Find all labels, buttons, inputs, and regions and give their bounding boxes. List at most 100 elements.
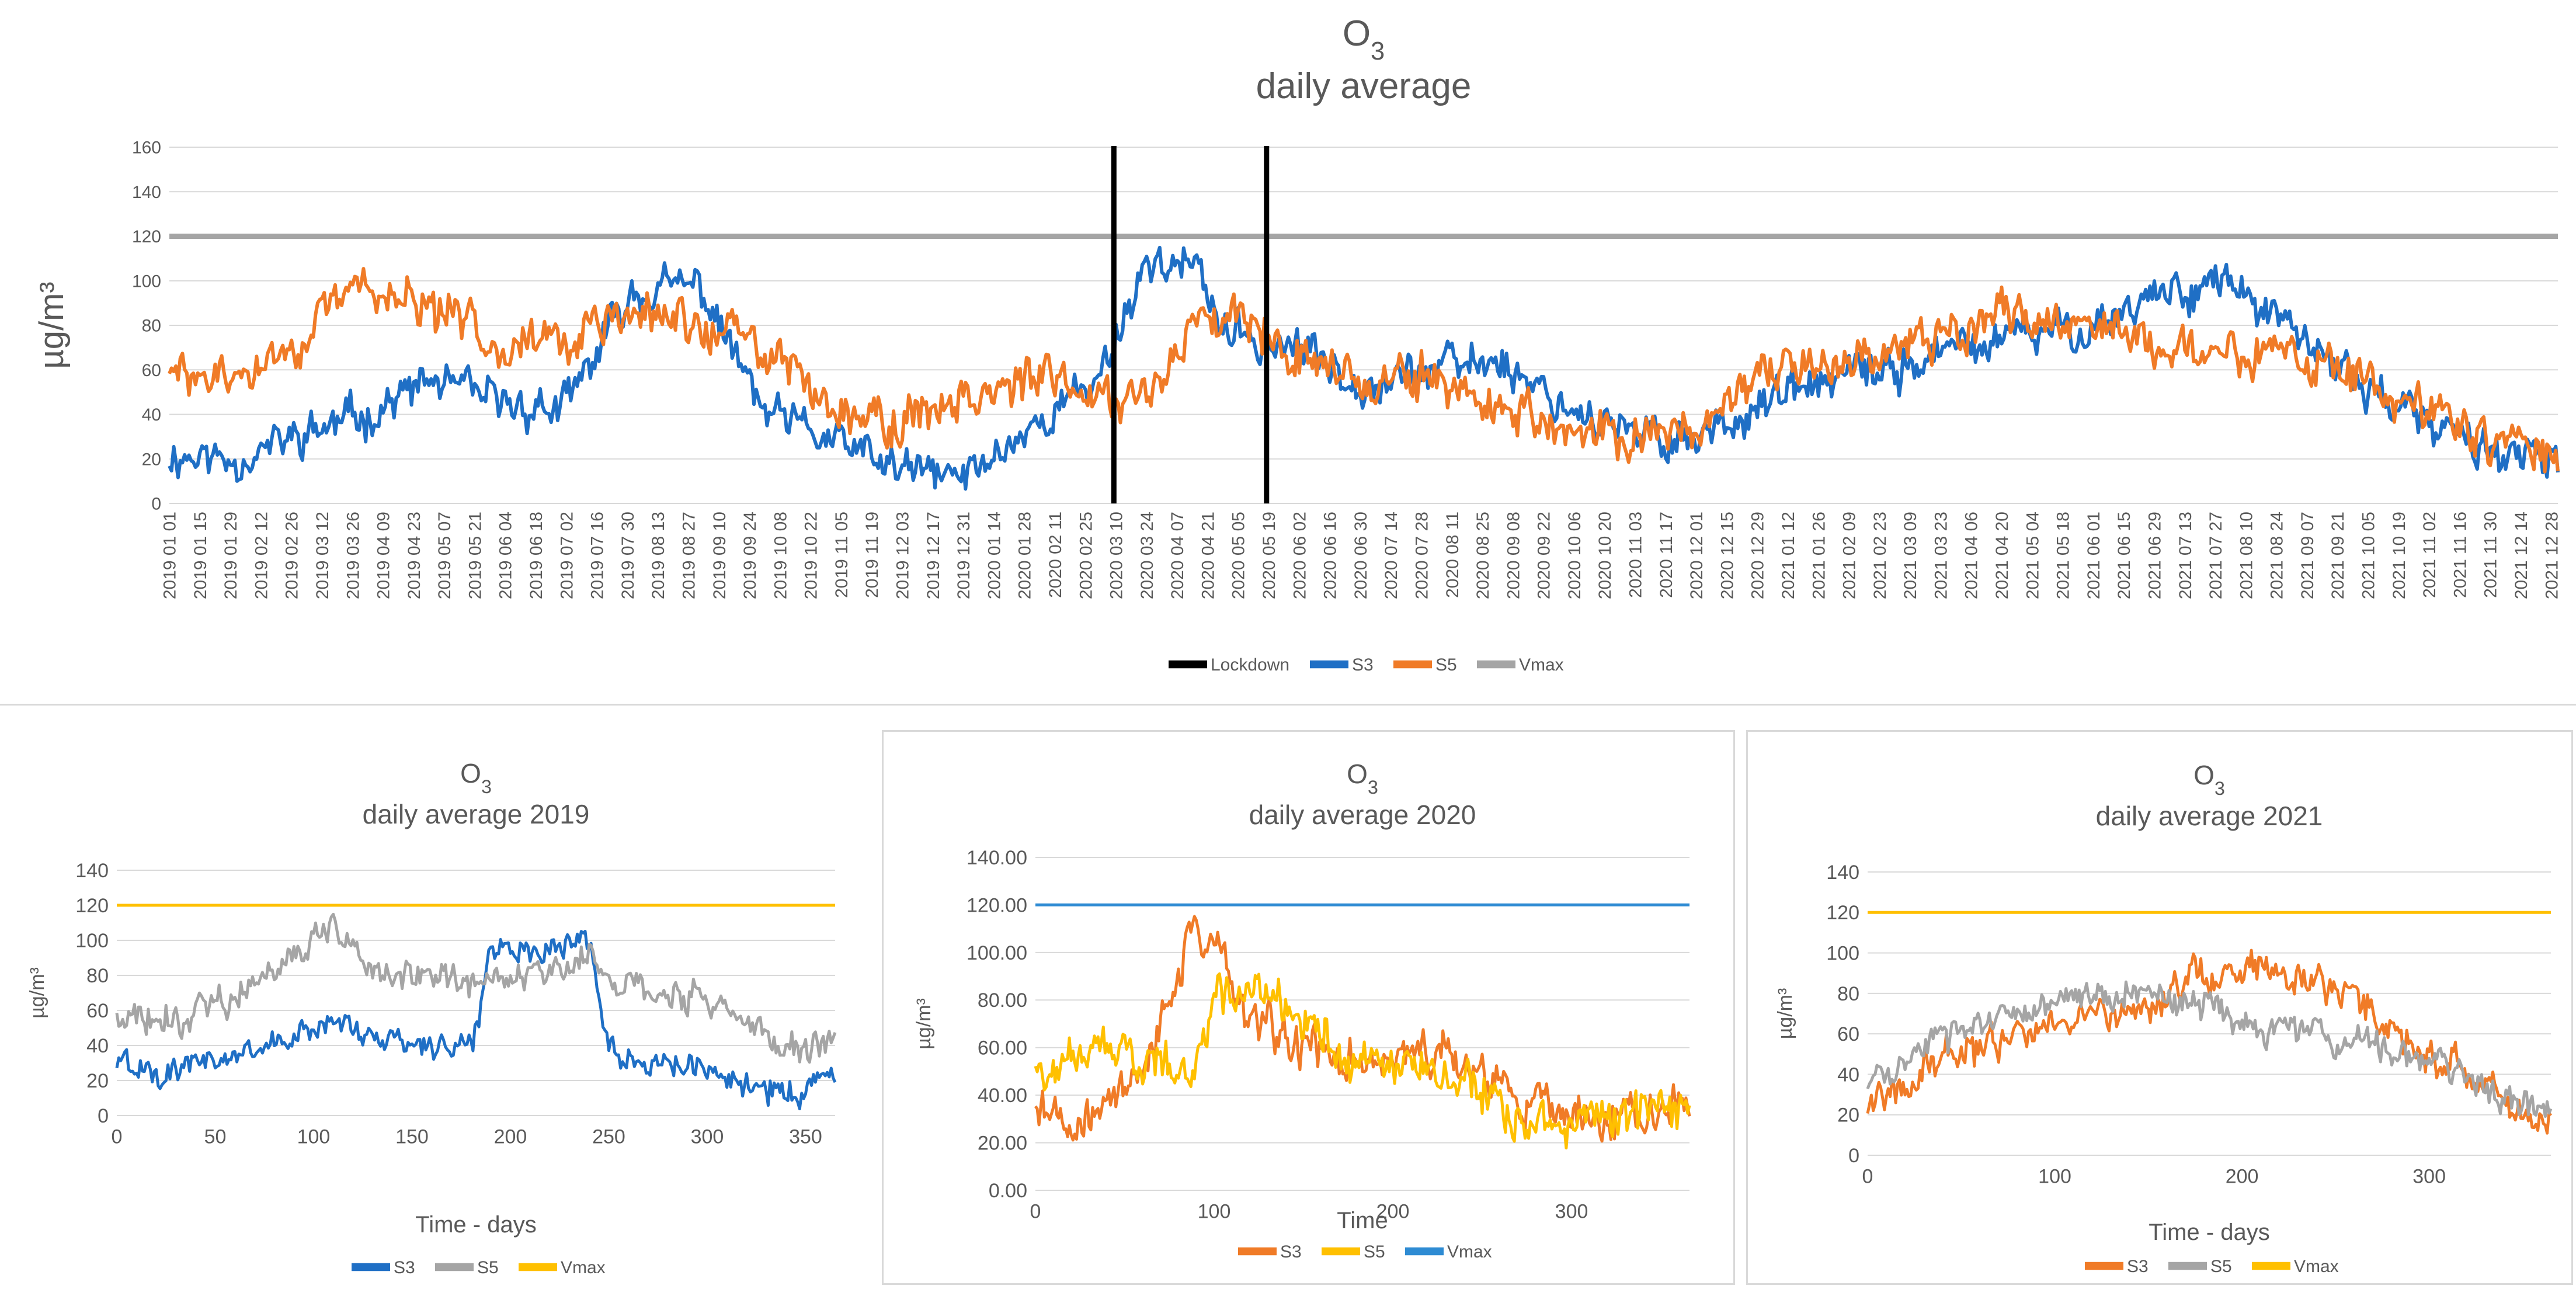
main-ytick-label: 100 — [132, 272, 161, 291]
main-ytick-label: 0 — [151, 495, 161, 514]
main-ytick-label: 160 — [132, 138, 161, 158]
main-xtick-label: 2021 04 06 — [1962, 512, 1981, 599]
main-xtick-label: 2019 12 17 — [924, 512, 943, 599]
main-xtick-label: 2019 11 05 — [832, 512, 851, 598]
main-xtick-label: 2021 07 13 — [2176, 512, 2195, 599]
c2019-ytick-label: 120 — [75, 895, 109, 917]
main-xtick-label: 2021 09 07 — [2298, 512, 2317, 599]
main-xtick-label: 2020 09 22 — [1535, 512, 1554, 599]
main-xtick-label: 2021 07 27 — [2206, 512, 2226, 599]
c2021-xtick-label: 200 — [2226, 1166, 2259, 1188]
main-xtick-label: 2020 08 11 — [1443, 512, 1462, 598]
c2019-series-s3 — [115, 930, 837, 1110]
main-xtick-label: 2019 07 30 — [618, 512, 638, 599]
main-ytick-label: 120 — [132, 227, 161, 246]
main-xtick-label: 2019 04 23 — [405, 512, 424, 599]
c2020-legend-label-s5: S5 — [1364, 1242, 1385, 1262]
main-xtick-label: 2019 01 15 — [191, 512, 210, 599]
c2019-xtick-label: 250 — [592, 1126, 625, 1148]
main-xtick-label: 2021 03 09 — [1901, 512, 1920, 599]
c2019-legend-label-s5: S5 — [477, 1258, 499, 1277]
c2020-ytick-label: 0.00 — [989, 1180, 1027, 1202]
main-xtick-label: 2020 10 20 — [1595, 512, 1615, 599]
c2019-title: O3 — [460, 758, 492, 797]
main-xtick-label: 2021 10 05 — [2359, 512, 2379, 599]
main-xtick-label: 2020 03 24 — [1138, 512, 1157, 599]
main-xtick-label: 2019 03 12 — [313, 512, 332, 599]
c2019-xlabel: Time - days — [415, 1212, 536, 1238]
c2021-xtick-label: 100 — [2038, 1166, 2071, 1188]
main-ytick-label: 40 — [142, 405, 161, 425]
main-xtick-label: 2020 07 14 — [1382, 512, 1401, 599]
c2020-ytick-label: 60.00 — [978, 1037, 1027, 1059]
c2020-xtick-label: 100 — [1198, 1201, 1231, 1223]
main-xtick-label: 2021 08 24 — [2268, 512, 2287, 599]
c2021-ytick-label: 20 — [1837, 1104, 1859, 1127]
main-xtick-label: 2021 11 02 — [2420, 512, 2439, 598]
c2019-xtick-label: 300 — [691, 1126, 724, 1148]
c2019-legend-label-vmax: Vmax — [561, 1258, 606, 1277]
main-xtick-label: 2019 10 08 — [771, 512, 790, 599]
c2019-xtick-label: 200 — [494, 1126, 527, 1148]
c2019-xtick-label: 100 — [297, 1126, 331, 1148]
c2020-ytick-label: 80.00 — [978, 989, 1027, 1012]
main-xtick-label: 2019 01 29 — [221, 512, 241, 599]
c2021-ytick-label: 100 — [1826, 942, 1859, 964]
c2020-ytick-label: 40.00 — [978, 1085, 1027, 1107]
c2021-ytick-label: 0 — [1848, 1145, 1859, 1167]
c2020-xtick-label: 0 — [1030, 1201, 1041, 1223]
main-xtick-label: 2021 04 20 — [1993, 512, 2012, 599]
main-xtick-label: 2021 11 30 — [2481, 512, 2501, 598]
main-legend-label-s5: S5 — [1435, 655, 1457, 675]
main-xtick-label: 2020 12 01 — [1687, 512, 1706, 599]
main-xtick-label: 2019 08 13 — [649, 512, 668, 599]
c2021-legend-label-s3: S3 — [2127, 1257, 2149, 1276]
c2019-ylabel: µg/m³ — [26, 967, 48, 1019]
c2021-subtitle: daily average 2021 — [2096, 801, 2323, 831]
c2020-title: O3 — [1347, 759, 1378, 798]
main-xtick-label: 2020 06 30 — [1351, 512, 1371, 599]
c2020-ytick-label: 20.00 — [978, 1132, 1027, 1154]
main-xtick-label: 2020 06 02 — [1290, 512, 1309, 599]
c2020-series-s5 — [1034, 972, 1691, 1150]
main-xtick-label: 2020 07 28 — [1412, 512, 1431, 599]
c2021-series-s5 — [1866, 980, 2553, 1118]
main-xtick-label: 2019 02 26 — [283, 512, 302, 599]
main-xtick-label: 2021 06 29 — [2145, 512, 2164, 599]
c2020-xtick-label: 200 — [1376, 1201, 1410, 1223]
main-xtick-label: 2019 06 04 — [496, 512, 516, 599]
c2021-ytick-label: 60 — [1837, 1023, 1859, 1045]
c2019-xtick-label: 150 — [395, 1126, 429, 1148]
main-xtick-label: 2020 06 16 — [1321, 512, 1340, 599]
main-xtick-label: 2021 12 28 — [2542, 512, 2561, 599]
main-legend-label-vmax: Vmax — [1519, 655, 1564, 675]
main-xtick-label: 2019 12 03 — [894, 512, 913, 599]
c2020-ytick-label: 140.00 — [967, 847, 1027, 869]
c2021-ytick-label: 80 — [1837, 983, 1859, 1005]
main-xtick-label: 2019 04 09 — [374, 512, 394, 599]
main-xtick-label: 2020 10 06 — [1565, 512, 1584, 599]
main-xtick-label: 2020 11 03 — [1626, 512, 1646, 598]
main-xtick-label: 2019 09 10 — [710, 512, 729, 599]
main-xtick-label: 2019 07 16 — [588, 512, 607, 599]
c2019-ytick-label: 80 — [86, 965, 109, 987]
main-xtick-label: 2020 01 28 — [1016, 512, 1035, 599]
c2020-legend-label-vmax: Vmax — [1447, 1242, 1492, 1262]
main-title: O3 — [1343, 13, 1385, 65]
c2019-ytick-label: 0 — [98, 1105, 109, 1127]
main-xtick-label: 2021 09 21 — [2328, 512, 2348, 599]
main-xtick-label: 2020 12 29 — [1748, 512, 1768, 599]
c2019-subtitle: daily average 2019 — [363, 799, 590, 829]
main-xtick-label: 2019 03 26 — [343, 512, 363, 599]
main-xtick-label: 2020 12 15 — [1718, 512, 1737, 599]
c2021-title: O3 — [2193, 760, 2225, 799]
c2021-ytick-label: 140 — [1826, 861, 1859, 884]
main-xtick-label: 2021 01 12 — [1779, 512, 1798, 599]
main-xtick-label: 2020 02 11 — [1046, 512, 1065, 598]
main-ytick-label: 60 — [142, 361, 161, 380]
main-series-s5 — [168, 267, 2560, 474]
main-xtick-label: 2019 05 21 — [465, 512, 485, 599]
